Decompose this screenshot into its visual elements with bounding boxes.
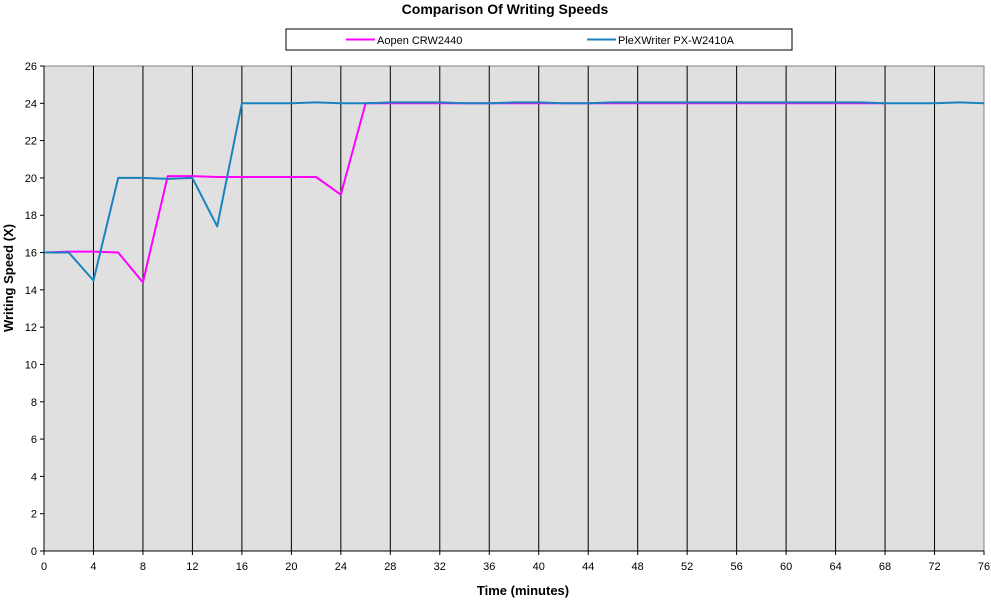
- y-tick-label: 8: [31, 397, 37, 409]
- x-tick-label: 0: [41, 561, 47, 573]
- y-tick-label: 12: [25, 322, 37, 334]
- x-tick-label: 24: [335, 561, 347, 573]
- x-tick-label: 36: [483, 561, 495, 573]
- axes: [40, 65, 985, 555]
- y-tick-label: 18: [25, 210, 37, 222]
- legend-box: [285, 28, 793, 51]
- x-tick-label: 72: [928, 561, 940, 573]
- y-tick-label: 16: [25, 248, 37, 260]
- x-tick-label: 48: [632, 561, 644, 573]
- series-line-2: [44, 101, 985, 282]
- x-tick-label: 8: [140, 561, 146, 573]
- x-tick-label: 76: [978, 561, 990, 573]
- y-tick-label: 20: [25, 173, 37, 185]
- legend-label-1: Aopen CRW2440: [377, 35, 462, 47]
- x-tick-label: 44: [582, 561, 594, 573]
- y-tick-label: 0: [31, 546, 37, 558]
- y-tick-label: 14: [25, 285, 37, 297]
- x-tick-label: 4: [90, 561, 96, 573]
- grid-lines: [92, 66, 936, 551]
- x-axis-title: Time (minutes): [477, 583, 569, 598]
- chart-title: Comparison Of Writing Speeds: [402, 1, 609, 17]
- y-tick-label: 24: [25, 98, 37, 110]
- x-tick-label: 20: [285, 561, 297, 573]
- x-tick-label: 56: [731, 561, 743, 573]
- y-tick-label: 22: [25, 136, 37, 148]
- x-tick-label: 68: [879, 561, 891, 573]
- legend-label-2: PleXWriter PX-W2410A: [618, 35, 735, 47]
- x-tick-label: 60: [780, 561, 792, 573]
- legend: Aopen CRW2440 PleXWriter PX-W2410A: [285, 28, 793, 51]
- x-tick-label: 12: [186, 561, 198, 573]
- y-axis-title: Writing Speed (X): [1, 224, 16, 332]
- plot-area: [43, 65, 985, 552]
- x-tick-label: 32: [434, 561, 446, 573]
- x-tick-label: 64: [829, 561, 841, 573]
- y-tick-label: 2: [31, 509, 37, 521]
- x-tick-label: 28: [384, 561, 396, 573]
- x-tick-label: 52: [681, 561, 693, 573]
- x-tick-label: 16: [236, 561, 248, 573]
- x-tick-labels: 0 4 8 12 16 20 24 28 32 36 40 44 48 52 56 60 64 68 72 76: [41, 561, 990, 573]
- x-tick-label: 40: [533, 561, 545, 573]
- y-tick-label: 26: [25, 61, 37, 73]
- series-lines: [43, 101, 985, 284]
- y-tick-label: 6: [31, 434, 37, 446]
- y-tick-label: 10: [25, 359, 37, 371]
- y-tick-label: 4: [31, 471, 37, 483]
